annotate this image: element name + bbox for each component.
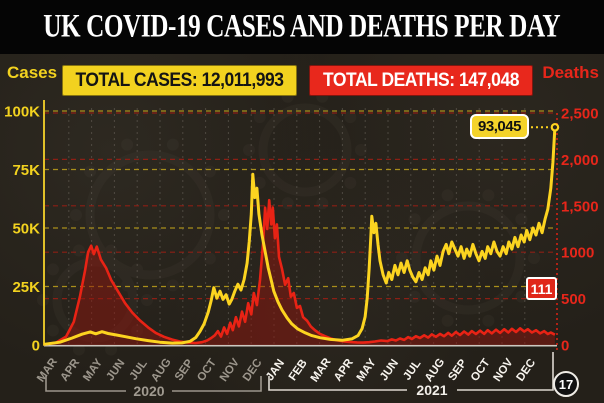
month-label: NOV — [491, 356, 515, 384]
month-label: MAY — [81, 357, 105, 384]
month-label: OCT — [195, 357, 219, 384]
month-label: JUL — [401, 358, 423, 383]
month-label: MAY — [355, 357, 379, 384]
cases-axis-tick: 25K — [12, 279, 40, 296]
cases-axis-tick: 50K — [12, 221, 40, 238]
month-label: JUN — [378, 357, 401, 383]
peak-cases-callout: 93,045 — [470, 114, 529, 139]
peak-marker — [550, 122, 560, 132]
month-label: NOV — [218, 356, 242, 384]
cases-axis-ticks: 100K 75K 50K 25K 0 — [4, 104, 40, 355]
month-label: JAN — [264, 357, 287, 383]
year-label-2020: 2020 — [133, 383, 165, 399]
total-deaths-badge: TOTAL DEATHS: 147,048 — [309, 65, 533, 96]
deaths-axis-tick: 2,500 — [561, 106, 599, 123]
cases-axis-tick: 0 — [32, 338, 40, 355]
total-deaths-badge-label: TOTAL DEATHS: 147,048 — [323, 69, 519, 91]
month-label: SEP — [173, 357, 196, 383]
deaths-axis-tick: 0 — [561, 338, 569, 355]
month-label: JUN — [104, 357, 127, 383]
deaths-line — [43, 198, 556, 346]
cases-axis-tick: 75K — [12, 162, 40, 179]
page-title: UK COVID-19 CASES AND DEATHS PER DAY — [43, 8, 561, 45]
cases-gridlines — [44, 110, 557, 288]
month-label: JUL — [128, 358, 150, 383]
cases-line — [43, 127, 557, 346]
year-label-2021: 2021 — [416, 382, 448, 398]
month-label: AUG — [423, 356, 448, 384]
month-label: FEB — [287, 357, 310, 383]
total-cases-badge-label: TOTAL CASES: 12,011,993 — [75, 69, 284, 91]
deaths-axis-title: Deaths — [542, 63, 599, 82]
deaths-axis-ticks: 2,500 2,000 1,500 1000 500 0 — [561, 106, 599, 355]
total-cases-badge: TOTAL CASES: 12,011,993 — [62, 65, 297, 96]
month-label: APR — [58, 356, 82, 383]
month-label: OCT — [469, 357, 493, 384]
month-label: MAR — [309, 356, 334, 385]
deaths-axis-tick: 500 — [561, 291, 586, 308]
header-bar: UK COVID-19 CASES AND DEATHS PER DAY — [0, 0, 604, 54]
cases-axis-tick: 100K — [4, 104, 40, 121]
deaths-axis-tick: 2,000 — [561, 152, 599, 169]
year-brackets — [45, 352, 554, 392]
month-label: MAR — [35, 356, 60, 385]
deaths-axis-tick: 1000 — [561, 245, 594, 262]
latest-deaths-callout: 111 — [526, 277, 557, 300]
month-label: APR — [332, 356, 356, 383]
month-label: AUG — [149, 356, 174, 384]
cases-axis-title: Cases — [7, 63, 58, 82]
deaths-axis-tick: 1,500 — [561, 198, 599, 215]
date-circle: 17 — [553, 371, 579, 397]
month-label: SEP — [446, 357, 469, 383]
month-label: DEC — [514, 357, 538, 384]
